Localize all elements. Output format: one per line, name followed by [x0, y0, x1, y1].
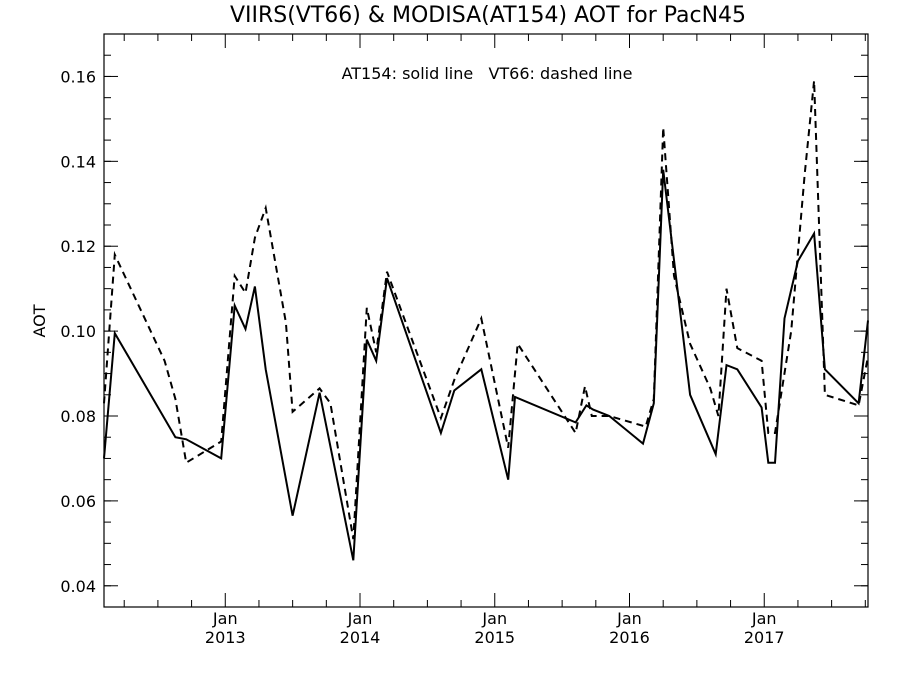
x-tick-label-month: Jan — [347, 609, 373, 628]
y-tick-label: 0.10 — [60, 322, 96, 341]
y-tick-label: 0.12 — [60, 237, 96, 256]
y-tick-label: 0.16 — [60, 67, 96, 86]
y-tick-label: 0.04 — [60, 577, 96, 596]
x-tick-label-month: Jan — [616, 609, 642, 628]
x-tick-label-year: 2013 — [205, 628, 246, 647]
x-tick-label-year: 2016 — [609, 628, 650, 647]
y-axis-label: AOT — [30, 304, 49, 337]
x-tick-label-month: Jan — [481, 609, 507, 628]
y-tick-label: 0.08 — [60, 407, 96, 426]
x-tick-label-month: Jan — [212, 609, 238, 628]
x-tick-label-month: Jan — [751, 609, 777, 628]
axes-layer: 0.040.060.080.100.120.140.16Jan2013Jan20… — [60, 33, 868, 647]
solid-series-line — [103, 169, 869, 561]
x-tick-label-year: 2017 — [744, 628, 785, 647]
x-tick-label-year: 2015 — [474, 628, 515, 647]
dashed-series-line — [103, 80, 869, 540]
series-layer — [103, 80, 869, 561]
series-style-annotation: AT154: solid line VT66: dashed line — [342, 64, 633, 83]
plot-frame — [103, 33, 869, 608]
y-tick-label: 0.06 — [60, 492, 96, 511]
chart-title: VIIRS(VT66) & MODISA(AT154) AOT for PacN… — [230, 3, 746, 28]
x-tick-label-year: 2014 — [340, 628, 381, 647]
y-tick-label: 0.14 — [60, 152, 96, 171]
